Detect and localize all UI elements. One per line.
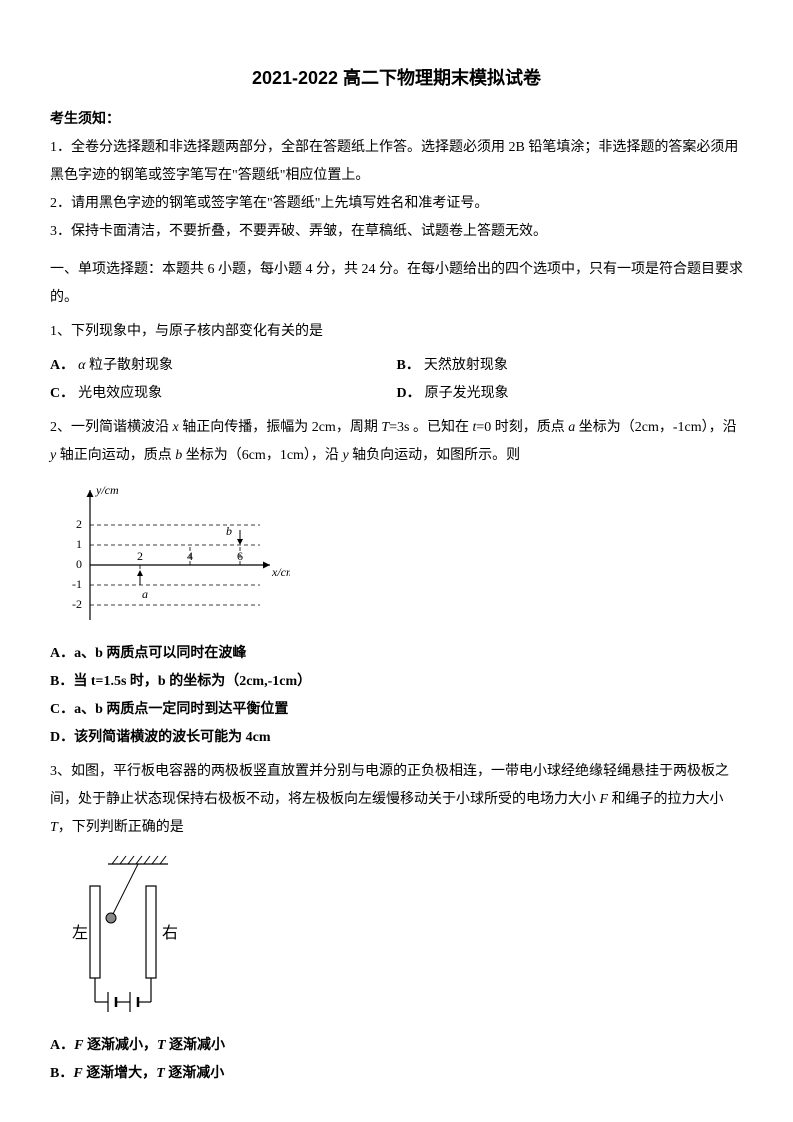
q1-optC: C．光电效应现象 [50,380,397,408]
q2-optC: C．a、b 两质点一定同时到达平衡位置 [50,696,743,724]
svg-text:-2: -2 [72,597,82,611]
notice-2: 2．请用黑色字迹的钢笔或签字笔在"答题纸"上先填写姓名和准考证号。 [50,190,743,218]
svg-text:2: 2 [137,549,143,563]
q1-optA: A．αα 粒子散射现象 粒子散射现象 [50,352,397,380]
q2-optD: D．该列简谐横波的波长可能为 4cm [50,724,743,752]
q3-figure: 左 右 [50,852,743,1022]
svg-text:6: 6 [237,549,243,563]
svg-text:4: 4 [187,549,193,563]
svg-text:a: a [142,587,148,601]
section-1-header: 一、单项选择题：本题共 6 小题，每小题 4 分，共 24 分。在每小题给出的四… [50,256,743,312]
notice-1: 1．全卷分选择题和非选择题两部分，全部在答题纸上作答。选择题必须用 2B 铅笔填… [50,134,743,190]
q2-stem: 2、一列简谐横波沿 x 轴正向传播，振幅为 2cm，周期 T=3s 。已知在 t… [50,414,743,470]
svg-text:x/cm: x/cm [271,565,290,579]
notice-header: 考生须知： [50,106,743,134]
svg-text:b: b [226,524,232,538]
q1-optD: D．原子发光现象 [397,380,744,408]
q1-optB: B．天然放射现象 [397,352,744,380]
q1-stem: 1、下列现象中，与原子核内部变化有关的是 [50,318,743,346]
notice-3: 3．保持卡面清洁，不要折叠，不要弄破、弄皱，在草稿纸、试题卷上答题无效。 [50,218,743,246]
svg-text:0: 0 [76,557,82,571]
q2-optA: A．a、b 两质点可以同时在波峰 [50,640,743,668]
svg-text:-1: -1 [72,577,82,591]
svg-text:1: 1 [76,537,82,551]
q1-row1: A．αα 粒子散射现象 粒子散射现象 B．天然放射现象 [50,352,743,380]
q3-left-label: 左 [72,924,88,942]
page-title: 2021-2022 高二下物理期末模拟试卷 [50,60,743,96]
q3-stem: 3、如图，平行板电容器的两极板竖直放置并分别与电源的正负极相连，一带电小球经绝缘… [50,758,743,842]
q3-right-label: 右 [162,924,178,942]
q2-graph: 2 4 6 2 1 0 -1 -2 y/cm x/cm a b [50,480,743,630]
svg-text:2: 2 [76,517,82,531]
q3-optB: B．F 逐渐增大，T 逐渐减小 [50,1060,743,1088]
svg-text:y/cm: y/cm [95,483,119,497]
q2-optB: B．当 t=1.5s 时，b 的坐标为（2cm,-1cm） [50,668,743,696]
q1-row2: C．光电效应现象 D．原子发光现象 [50,380,743,408]
q3-optA: A．F 逐渐减小，T 逐渐减小 [50,1032,743,1060]
